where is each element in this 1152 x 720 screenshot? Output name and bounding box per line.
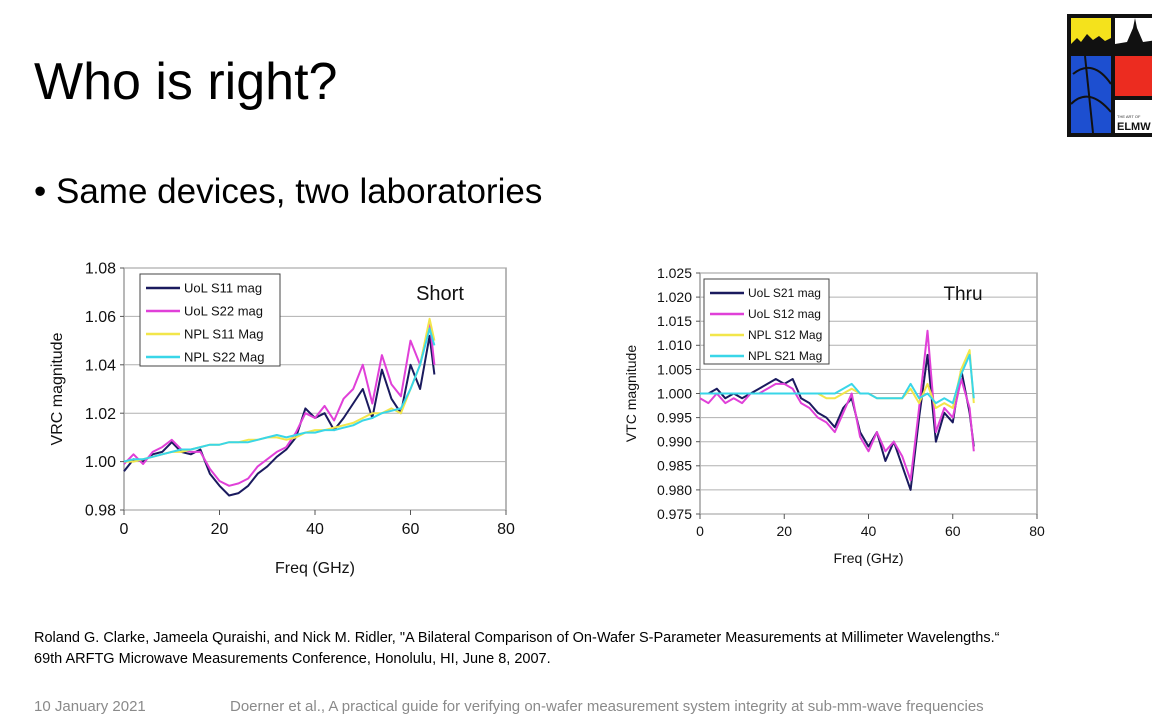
- short-chart-svg: 0.98 1.00 1.02 1.04 1.06 1.08 0 20 40 60 80 Freq (G…: [49, 261, 515, 577]
- series-line-2: [123, 320, 436, 487]
- y-tick-label: 1.000: [657, 385, 692, 401]
- y-tick-label: 0.98: [85, 503, 116, 520]
- x-tick-label: 80: [497, 521, 515, 538]
- logo-text: ELMW: [1117, 121, 1151, 133]
- legend-label: UoL S12 mag: [748, 307, 821, 321]
- series-line-4: [123, 327, 436, 463]
- reference-citation: Roland G. Clarke, Jameela Quraishi, and …: [34, 628, 999, 670]
- chart-annotation: Short: [416, 283, 464, 305]
- footer-date: 10 January 2021: [34, 698, 146, 715]
- legend-label: NPL S11 Mag: [184, 327, 264, 342]
- y-axis-label: VRC magnitude: [49, 332, 66, 445]
- legend-label: NPL S21 Mag: [748, 349, 822, 363]
- chart-annotation: Thru: [943, 284, 982, 305]
- y-tick-label: 1.04: [85, 357, 116, 374]
- x-tick-label: 40: [306, 521, 324, 538]
- bullet-point: • Same devices, two laboratories: [34, 172, 543, 211]
- y-tick-label: 1.00: [85, 454, 116, 471]
- x-tick-label: 20: [211, 521, 229, 538]
- x-tick-label: 60: [945, 523, 961, 539]
- y-tick-label: 0.985: [657, 458, 692, 474]
- series-line-4: [700, 353, 975, 405]
- legend-box: [139, 273, 281, 367]
- legend-label: UoL S11 mag: [184, 281, 262, 296]
- reference-line-2: 69th ARFTG Microwave Measurements Confer…: [34, 651, 551, 667]
- y-tick-label: 1.005: [657, 361, 692, 377]
- y-tick-label: 1.020: [657, 289, 692, 305]
- slide-title: Who is right?: [34, 53, 338, 111]
- legend-label: NPL S22 Mag: [184, 350, 264, 365]
- y-axis-label: VTC magnitude: [623, 345, 639, 442]
- y-tick-label: 1.06: [85, 309, 116, 326]
- y-tick-label: 1.010: [657, 337, 692, 353]
- series-line-3: [124, 317, 436, 463]
- x-tick-label: 40: [861, 523, 877, 539]
- thru-chart-svg: 0.975 0.980 0.985 0.990 0.995 1.000 1.005 1.010…: [623, 265, 1045, 566]
- x-tick-label: 0: [696, 523, 704, 539]
- y-tick-label: 1.02: [85, 406, 116, 423]
- series-line-1: [123, 334, 436, 497]
- footer-text: Doerner et al., A practical guide for ve…: [230, 698, 984, 715]
- x-tick-label: 0: [120, 521, 129, 538]
- x-tick-label: 60: [402, 521, 420, 538]
- y-tick-label: 0.995: [657, 410, 692, 426]
- y-tick-label: 1.08: [85, 261, 116, 278]
- series-line-2: [699, 329, 975, 482]
- logo-small-text: THE ART OF: [1117, 114, 1141, 119]
- legend-label: UoL S21 mag: [748, 286, 821, 300]
- y-tick-label: 0.990: [657, 434, 692, 450]
- y-tick-label: 1.015: [657, 313, 692, 329]
- reference-line-1: Roland G. Clarke, Jameela Quraishi, and …: [34, 630, 1000, 646]
- short-chart: 0.98 1.00 1.02 1.04 1.06 1.08 0 20 40 60 80 Freq (G…: [40, 255, 540, 585]
- y-tick-label: 1.025: [657, 265, 692, 281]
- conference-logo: THE ART OF ELMW: [1067, 14, 1152, 137]
- legend-label: UoL S22 mag: [184, 304, 263, 319]
- y-tick-label: 0.980: [657, 482, 692, 498]
- y-tick-label: 0.975: [657, 506, 692, 522]
- legend-label: NPL S12 Mag: [748, 328, 822, 342]
- x-tick-label: 20: [776, 523, 792, 539]
- x-tick-label: 80: [1029, 523, 1045, 539]
- x-axis-label: Freq (GHz): [834, 550, 904, 566]
- thru-chart: 0.975 0.980 0.985 0.990 0.995 1.000 1.005 1.010…: [618, 262, 1058, 572]
- x-axis-label: Freq (GHz): [275, 560, 355, 577]
